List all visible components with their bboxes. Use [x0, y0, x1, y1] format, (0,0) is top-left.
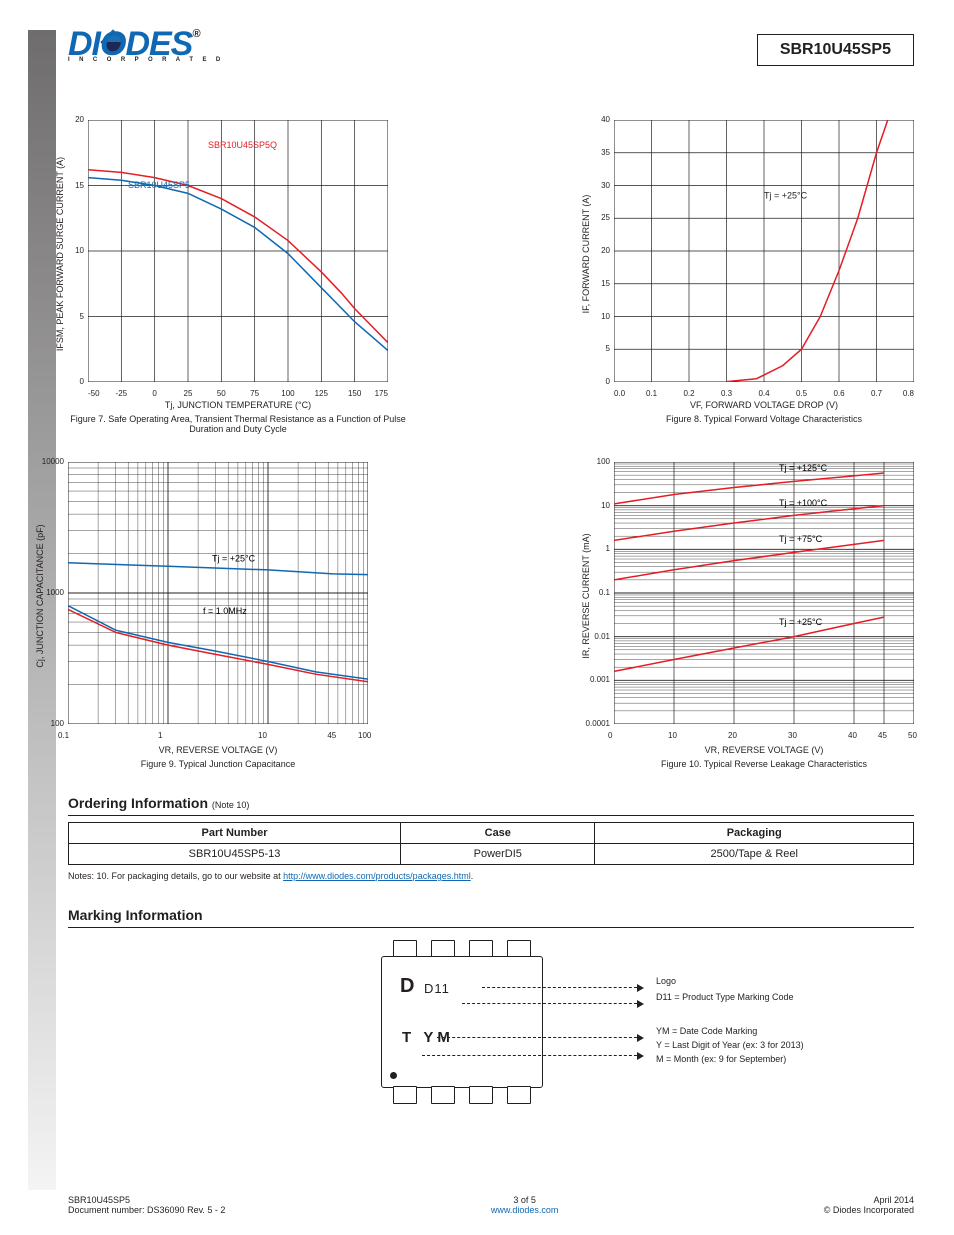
fig10-title: Figure 10. Typical Reverse Leakage Chara…: [661, 759, 867, 769]
svg-text:Tj = +75°C: Tj = +75°C: [779, 534, 823, 544]
figure-7: IFSM, PEAK FORWARD SURGE CURRENT (A) SBR…: [68, 120, 408, 434]
fig9-xlabel: VR, REVERSE VOLTAGE (V): [159, 745, 278, 755]
l1: D11 = Product Type Marking Code: [656, 992, 794, 1002]
pin1-dot: [390, 1072, 397, 1079]
figure-8: IF, FORWARD CURRENT (A) Tj = +25°C 05101…: [614, 120, 914, 434]
svg-text:Tj = +25°C: Tj = +25°C: [779, 617, 823, 627]
l4: M = Month (ex: 9 for September): [656, 1054, 786, 1064]
l3: Y = Last Digit of Year (ex: 3 for 2013): [656, 1040, 804, 1050]
logo-callout: Logo: [656, 976, 676, 986]
l2: YM = Date Code Marking: [656, 1026, 757, 1036]
package-drawing: D D11 T YM Logo D11: [381, 936, 601, 1106]
fig7-title: Figure 7. Safe Operating Area, Transient…: [68, 414, 408, 434]
footer-page: 3 of 5: [491, 1195, 559, 1205]
logo-subtitle: I N C O R P O R A T E D: [68, 57, 224, 63]
fig10-xticks: 0102030405045: [614, 731, 914, 743]
note-10: Notes: 10. For packaging details, go to …: [68, 871, 914, 881]
svg-text:Tj = +100°C: Tj = +100°C: [779, 498, 828, 508]
svg-text:f = 1.0MHz: f = 1.0MHz: [203, 606, 247, 616]
fig8-plot: Tj = +25°C: [614, 120, 914, 382]
fig7-plot: SBR10U45SP5Q SBR10U45SP5: [88, 120, 388, 382]
fig7-ylabel: IFSM, PEAK FORWARD SURGE CURRENT (A): [55, 156, 65, 350]
footer-left2: Document number: DS36090 Rev. 5 - 2: [68, 1205, 225, 1215]
ordering-table: Part Number Case Packaging SBR10U45SP5-1…: [68, 822, 914, 865]
svg-text:SBR10U45SP5: SBR10U45SP5: [128, 180, 190, 190]
figure-9: Cj, JUNCTION CAPACITANCE (pF) Tj = +25°C…: [68, 462, 368, 769]
svg-text:Tj = +25°C: Tj = +25°C: [764, 191, 808, 201]
footer-left1: SBR10U45SP5: [68, 1195, 225, 1205]
fig10-xlabel: VR, REVERSE VOLTAGE (V): [705, 745, 824, 755]
fig10-ylabel: IR, REVERSE CURRENT (mA): [581, 533, 591, 658]
table-row: SBR10U45SP5-13 PowerDI5 2500/Tape & Reel: [69, 844, 914, 865]
ordering-heading: Ordering Information (Note 10): [68, 795, 914, 816]
footer-date: April 2014: [824, 1195, 914, 1205]
fig9-plot: Tj = +25°C f = 1.0MHz: [68, 462, 368, 724]
company-logo: DIODES® I N C O R P O R A T E D: [68, 30, 224, 63]
pkg-line1: D11: [424, 981, 450, 996]
note-10-link[interactable]: http://www.diodes.com/products/packages.…: [283, 871, 471, 881]
part-number-box: SBR10U45SP5: [757, 34, 914, 66]
marking-heading: Marking Information: [68, 907, 914, 928]
fig8-ylabel: IF, FORWARD CURRENT (A): [581, 194, 591, 313]
pkg-d: D: [400, 975, 414, 998]
fig9-title: Figure 9. Typical Junction Capacitance: [141, 759, 295, 769]
fig9-xticks: 0.111010045: [68, 731, 368, 743]
ordering-col-2: Packaging: [595, 823, 914, 844]
fig7-xlabel: Tj, JUNCTION TEMPERATURE (°C): [165, 400, 311, 410]
fig10-plot: Tj = +125°C Tj = +100°C Tj = +75°C Tj = +25…: [614, 462, 914, 724]
fig7-xticks: -50-250255075100125150175: [88, 389, 388, 398]
fig8-xlabel: VF, FORWARD VOLTAGE DROP (V): [690, 400, 838, 410]
svg-text:SBR10U45SP5Q: SBR10U45SP5Q: [208, 140, 277, 150]
page-footer: SBR10U45SP5 Document number: DS36090 Rev…: [68, 1195, 914, 1215]
svg-text:Tj = +125°C: Tj = +125°C: [779, 463, 828, 473]
svg-text:Tj = +25°C: Tj = +25°C: [212, 554, 256, 564]
footer-copy: © Diodes Incorporated: [824, 1205, 914, 1215]
footer-url[interactable]: www.diodes.com: [491, 1205, 559, 1215]
fig9-ylabel: Cj, JUNCTION CAPACITANCE (pF): [35, 524, 45, 667]
ordering-col-0: Part Number: [69, 823, 401, 844]
figure-10: IR, REVERSE CURRENT (mA) Tj = +125°CTj =…: [614, 462, 914, 769]
ordering-col-1: Case: [401, 823, 595, 844]
fig8-xticks: 0.00.10.20.30.40.50.60.70.8: [614, 389, 914, 398]
fig8-title: Figure 8. Typical Forward Voltage Charac…: [666, 414, 862, 424]
